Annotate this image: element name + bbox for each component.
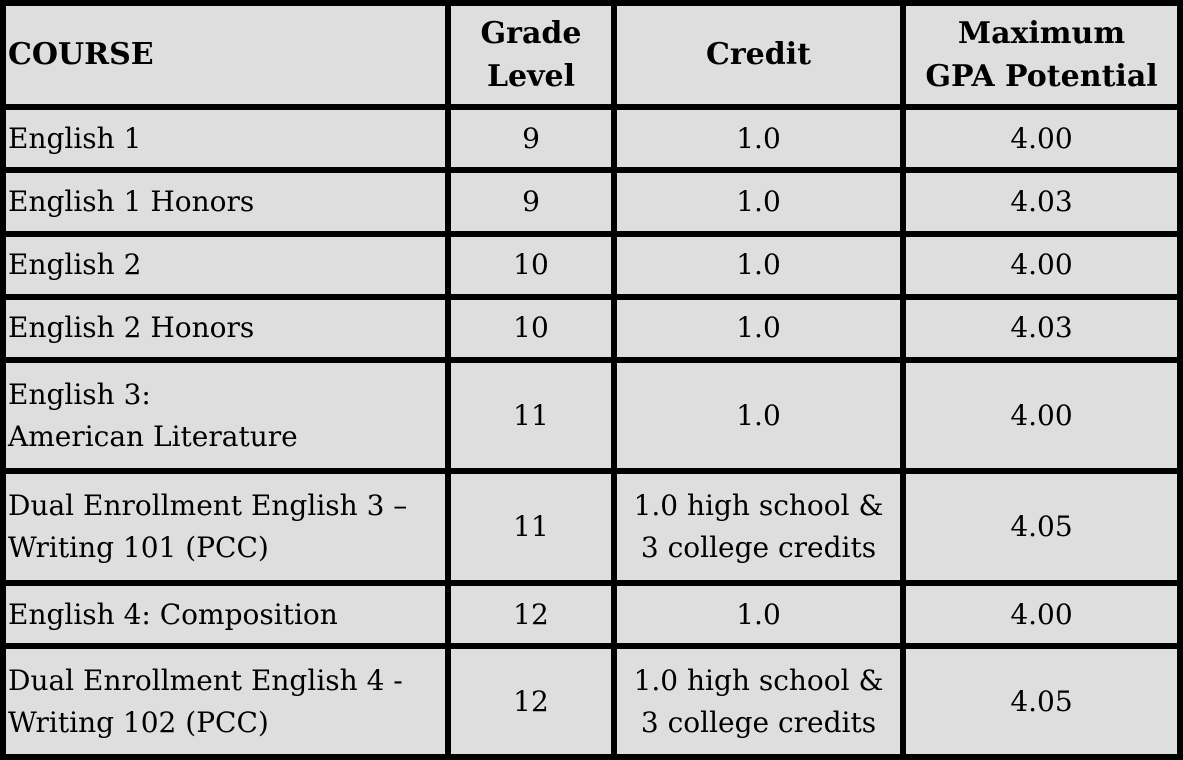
- table-row: Dual Enrollment English 4 - Writing 102 …: [6, 649, 1177, 754]
- course-cell: Dual Enrollment English 3 – Writing 101 …: [6, 473, 445, 580]
- header-credit: Credit: [617, 6, 900, 104]
- grade-cell: 12: [451, 649, 611, 754]
- header-grade-level-line: Grade: [480, 15, 582, 51]
- credit-cell: 1.0 high school & 3 college credits: [617, 649, 900, 754]
- grade-cell: 12: [451, 585, 611, 644]
- grade-cell: 11: [451, 473, 611, 580]
- header-row: COURSE Grade Level Credit Maximum GPA Po…: [6, 6, 1177, 104]
- course-line: Writing 101 (PCC): [8, 530, 269, 564]
- course-cell: Dual Enrollment English 4 - Writing 102 …: [6, 649, 445, 754]
- grade-cell: 10: [451, 236, 611, 294]
- credit-cell: 1.0: [617, 110, 900, 168]
- credit-line: 1.0: [736, 597, 781, 631]
- course-cell: English 1: [6, 110, 445, 168]
- table-row: English 2 10 1.0 4.00: [6, 236, 1177, 294]
- course-line: English 4: Composition: [8, 597, 338, 631]
- course-cell: English 4: Composition: [6, 585, 445, 644]
- credit-line: 3 college credits: [640, 705, 877, 739]
- credit-line: 1.0 high school &: [633, 488, 884, 522]
- gpa-cell: 4.05: [906, 473, 1177, 580]
- course-line: Dual Enrollment English 4 -: [8, 663, 403, 697]
- credit-line: 1.0: [736, 184, 781, 218]
- gpa-cell: 4.00: [906, 110, 1177, 168]
- table-row: English 4: Composition 12 1.0 4.00: [6, 585, 1177, 644]
- header-max-gpa-line: GPA Potential: [925, 59, 1158, 94]
- credit-line: 3 college credits: [640, 530, 877, 564]
- header-course: COURSE: [6, 6, 445, 104]
- grade-cell: 9: [451, 110, 611, 168]
- credit-cell: 1.0: [617, 363, 900, 468]
- grade-cell: 11: [451, 363, 611, 468]
- course-cell: English 2: [6, 236, 445, 294]
- course-line: English 2: [8, 248, 142, 282]
- credit-line: 1.0: [736, 398, 781, 432]
- table-row: English 3: American Literature 11 1.0 4.…: [6, 363, 1177, 468]
- course-line: English 1 Honors: [8, 184, 255, 218]
- credit-cell: 1.0: [617, 299, 900, 358]
- header-grade-level: Grade Level: [451, 6, 611, 104]
- course-cell: English 1 Honors: [6, 173, 445, 231]
- credit-cell: 1.0: [617, 173, 900, 231]
- credit-line: 1.0: [736, 121, 781, 155]
- grade-cell: 10: [451, 299, 611, 358]
- gpa-cell: 4.00: [906, 585, 1177, 644]
- gpa-cell: 4.03: [906, 173, 1177, 231]
- course-line: Dual Enrollment English 3 –: [8, 488, 408, 522]
- credit-line: 1.0: [736, 248, 781, 282]
- course-line: English 3:: [8, 377, 151, 411]
- course-cell: English 3: American Literature: [6, 363, 445, 468]
- grade-cell: 9: [451, 173, 611, 231]
- course-line: English 2 Honors: [8, 311, 255, 345]
- table-row: English 2 Honors 10 1.0 4.03: [6, 299, 1177, 358]
- gpa-cell: 4.03: [906, 299, 1177, 358]
- gpa-cell: 4.05: [906, 649, 1177, 754]
- header-max-gpa: Maximum GPA Potential: [906, 6, 1177, 104]
- credit-cell: 1.0: [617, 585, 900, 644]
- course-line: English 1: [8, 121, 142, 155]
- credit-line: 1.0: [736, 311, 781, 345]
- credit-line: 1.0 high school &: [633, 663, 884, 697]
- table-row: Dual Enrollment English 3 – Writing 101 …: [6, 473, 1177, 580]
- header-max-gpa-line: Maximum: [957, 15, 1126, 51]
- table-row: English 1 Honors 9 1.0 4.03: [6, 173, 1177, 231]
- course-line: Writing 102 (PCC): [8, 705, 269, 739]
- credit-cell: 1.0: [617, 236, 900, 294]
- credit-cell: 1.0 high school & 3 college credits: [617, 473, 900, 580]
- table-row: English 1 9 1.0 4.00: [6, 110, 1177, 168]
- gpa-cell: 4.00: [906, 236, 1177, 294]
- header-grade-level-line: Level: [486, 59, 576, 94]
- gpa-cell: 4.00: [906, 363, 1177, 468]
- course-line: American Literature: [8, 419, 298, 453]
- course-cell: English 2 Honors: [6, 299, 445, 358]
